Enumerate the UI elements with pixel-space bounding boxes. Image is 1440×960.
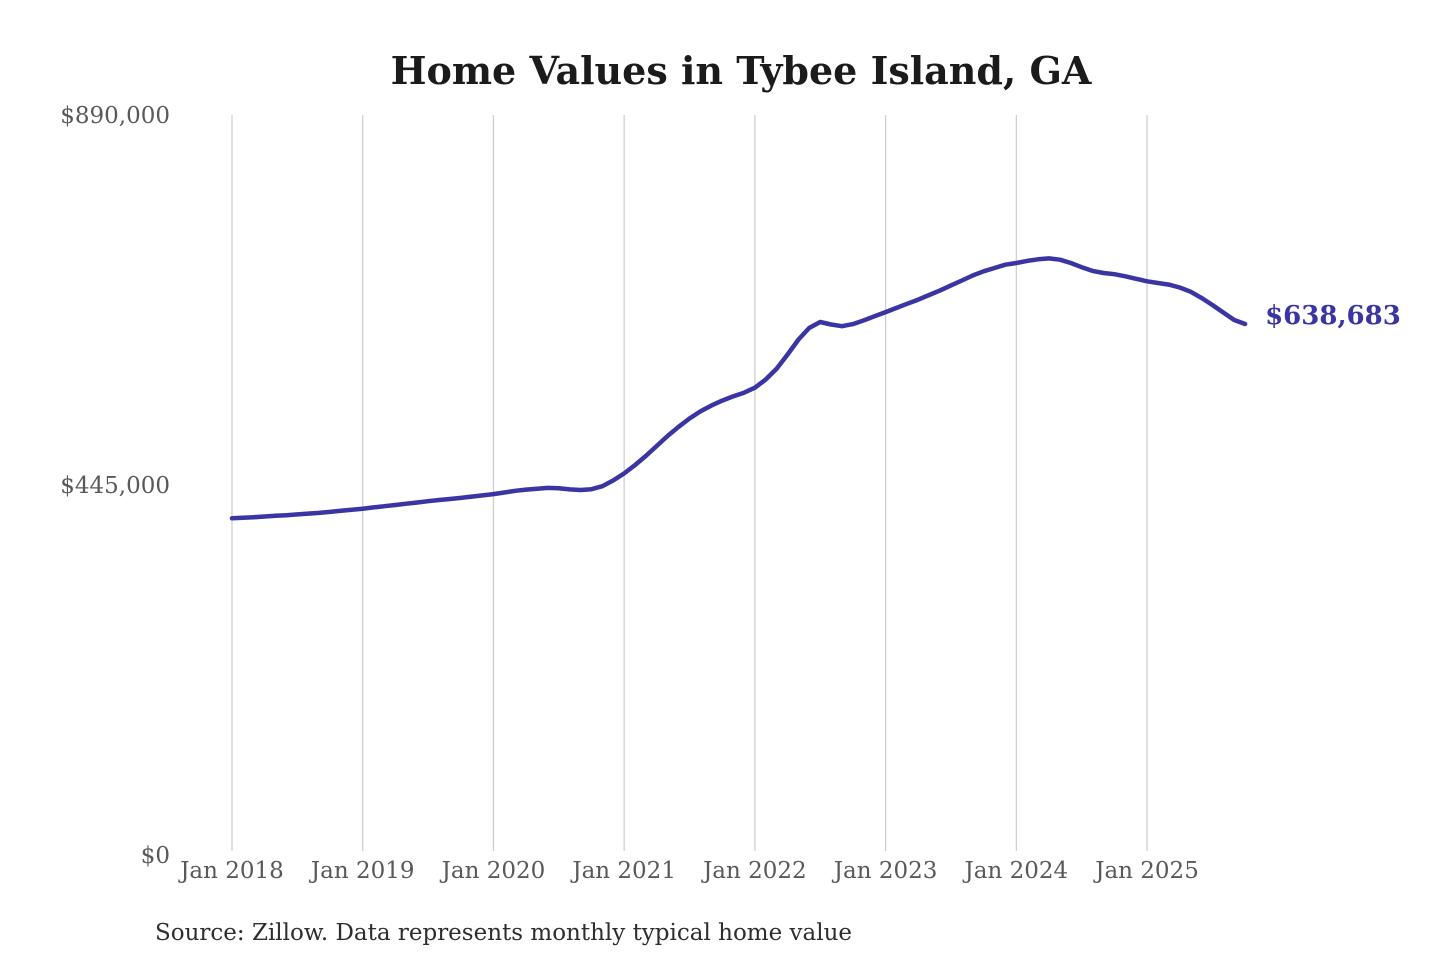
- home-value-series-line: [229, 256, 1248, 521]
- y-axis-tick-labels: $0 $445,000 $890,000: [60, 103, 170, 869]
- y-tick-label: $890,000: [60, 103, 170, 129]
- chart-title: Home Values in Tybee Island, GA: [391, 48, 1092, 93]
- y-tick-label: $0: [141, 843, 170, 869]
- x-tick-label: Jan 2022: [701, 858, 807, 884]
- x-axis-tick-labels: Jan 2018 Jan 2019 Jan 2020 Jan 2021 Jan 2022…: [178, 858, 1199, 884]
- latest-value-label: $638,683: [1265, 301, 1401, 331]
- x-tick-label: Jan 2021: [570, 858, 676, 884]
- y-tick-label: $445,000: [60, 473, 170, 499]
- x-tick-label: Jan 2018: [178, 858, 284, 884]
- source-note: Source: Zillow. Data represents monthly …: [155, 920, 852, 946]
- x-tick-label: Jan 2024: [963, 858, 1069, 884]
- x-tick-label: Jan 2023: [832, 858, 938, 884]
- year-gridlines: [231, 115, 1148, 851]
- x-tick-label: Jan 2025: [1093, 858, 1199, 884]
- x-tick-label: Jan 2020: [440, 858, 546, 884]
- x-tick-label: Jan 2019: [309, 858, 415, 884]
